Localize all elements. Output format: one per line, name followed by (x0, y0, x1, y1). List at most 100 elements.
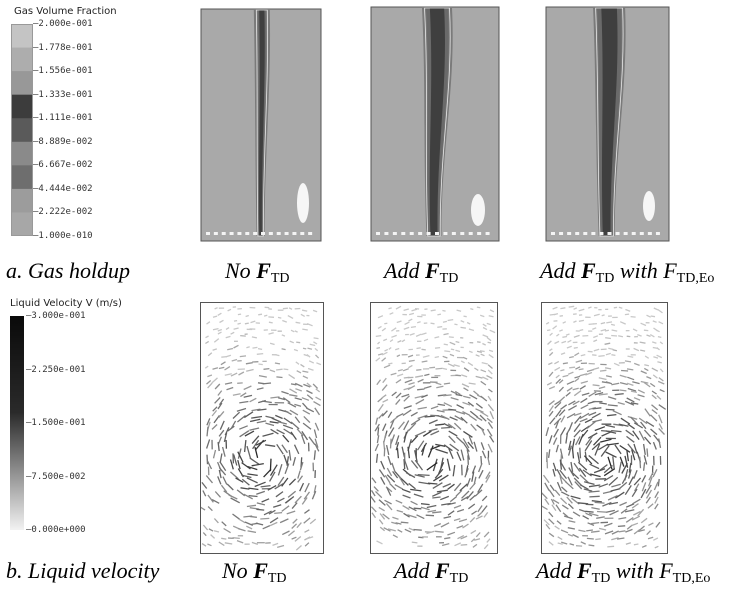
velocity-vector (425, 416, 435, 417)
velocity-vector (278, 464, 282, 475)
velocity-vector (648, 537, 653, 539)
velocity-vector (428, 483, 438, 484)
velocity-vector (478, 506, 482, 512)
velocity-vector (481, 370, 486, 372)
velocity-vector (219, 430, 224, 436)
velocity-vector (490, 436, 494, 442)
velocity-vector (481, 354, 485, 356)
velocity-vector (377, 380, 381, 385)
velocity-vector (234, 321, 237, 322)
velocity-vector (620, 390, 627, 391)
velocity-vector (608, 405, 618, 406)
velocity-vector (377, 454, 378, 463)
velocity-vector (568, 504, 573, 509)
velocity-vector (471, 424, 477, 431)
velocity-vector (652, 395, 656, 399)
velocity-vector (614, 363, 619, 365)
velocity-vector (422, 361, 428, 362)
velocity-vector (389, 308, 392, 309)
velocity-vector (444, 383, 450, 384)
velocity-vector (653, 321, 657, 322)
velocity-vector (429, 420, 438, 424)
velocity-vector (291, 330, 294, 332)
velocity-vector (605, 425, 615, 427)
velocity-vector (247, 505, 256, 506)
velocity-vector (245, 440, 246, 452)
velocity-vector (482, 363, 488, 364)
velocity-vector (376, 418, 378, 425)
velocity-vector (223, 477, 227, 485)
velocity-vector (461, 375, 467, 377)
velocity-vector (574, 463, 580, 471)
velocity-vector (308, 369, 313, 371)
velocity-vector (234, 455, 237, 466)
velocity-vector (627, 369, 633, 370)
velocity-vector (448, 320, 454, 321)
velocity-vector (237, 416, 245, 423)
velocity-vector (621, 371, 628, 372)
velocity-vector (606, 322, 612, 323)
velocity-vector (397, 448, 398, 458)
gas-low-zone (376, 232, 380, 235)
velocity-vector (208, 353, 212, 356)
gas-low-zone (559, 232, 563, 235)
velocity-vector (214, 450, 216, 458)
velocity-vector (270, 422, 279, 423)
velocity-vector (412, 542, 418, 543)
gas-low-zone (599, 232, 603, 235)
velocity-vector (292, 537, 297, 539)
velocity-vector (611, 431, 621, 432)
velocity-vector (488, 342, 491, 343)
velocity-vector (660, 369, 663, 372)
velocity-panel-add-ftd (370, 302, 498, 554)
velocity-vector (383, 378, 387, 383)
velocity-vector (391, 439, 392, 449)
velocity-vector (654, 308, 658, 310)
velocity-vector (450, 342, 456, 344)
velocity-vector (477, 425, 484, 430)
velocity-vector (416, 334, 421, 336)
velocity-vector (594, 469, 605, 473)
velocity-vector (385, 500, 392, 504)
velocity-vector (308, 348, 313, 349)
velocity-vector (273, 543, 279, 545)
velocity-vector (428, 510, 437, 512)
velocity-vector (454, 483, 461, 491)
gas-low-zone (277, 232, 281, 235)
velocity-vector (652, 342, 656, 343)
velocity-vector (409, 360, 415, 361)
velocity-vector (558, 537, 563, 540)
velocity-vector (593, 340, 597, 342)
velocity-vector (626, 543, 631, 545)
velocity-vector (587, 421, 596, 428)
velocity-vector (613, 411, 622, 415)
velocity-vector (619, 462, 621, 473)
velocity-vector (270, 343, 275, 344)
velocity-vector (658, 479, 659, 486)
velocity-vector (653, 357, 658, 358)
velocity-vector (432, 497, 440, 498)
gas-fraction-tick-label: —1.000e-010 (33, 231, 93, 241)
gas-low-zone (551, 232, 555, 235)
velocity-vector (490, 330, 495, 332)
velocity-vector (316, 355, 319, 358)
velocity-vector (214, 531, 219, 532)
velocity-vector (593, 368, 599, 370)
caption-add-text: Add (384, 258, 425, 283)
velocity-vector (232, 360, 237, 362)
velocity-vector (226, 355, 231, 357)
velocity-vector (482, 496, 487, 501)
velocity-vector (417, 515, 425, 519)
velocity-vector (315, 423, 318, 431)
velocity-vector (569, 367, 575, 368)
caption-with-text: with (614, 258, 663, 283)
velocity-vector (302, 329, 308, 330)
liquid-velocity-tick-label: —3.000e-001 (26, 311, 86, 321)
velocity-vector (403, 369, 409, 371)
velocity-vector (237, 541, 243, 543)
velocity-vector (562, 505, 568, 509)
velocity-vector (231, 498, 240, 503)
velocity-vector (450, 497, 456, 502)
velocity-vector (454, 519, 460, 521)
velocity-vector (580, 419, 588, 422)
